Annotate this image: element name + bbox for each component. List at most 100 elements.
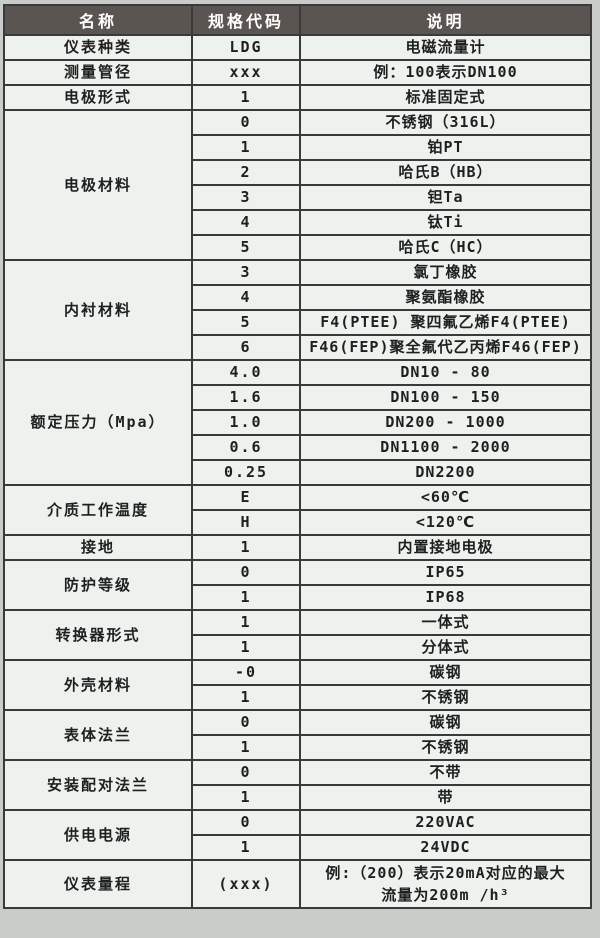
desc-cell: DN100 - 150: [299, 384, 592, 411]
table-row: 介质工作温度 E <60℃: [3, 484, 592, 536]
desc-cell: 不锈钢（316L）: [299, 109, 592, 136]
table-header-desc: 说明: [299, 4, 592, 36]
code-cell: (xxx): [191, 859, 301, 909]
desc-cell: 钛Ti: [299, 209, 592, 236]
code-cell: H: [191, 509, 301, 536]
table-row: 1.0 DN200 - 1000: [4, 409, 592, 436]
section-name-cell: 额定压力（Mpa）: [3, 359, 193, 486]
table-row: 6 F46(FEP)聚全氟代乙丙烯F46(FEP): [4, 334, 592, 361]
desc-cell: 铂PT: [299, 134, 592, 161]
desc-cell: 带: [299, 784, 592, 811]
code-cell: 6: [191, 334, 301, 361]
section-name-cell: 防护等级: [3, 559, 193, 611]
code-cell: 1.6: [191, 384, 301, 411]
code-cell: 1: [191, 134, 301, 161]
table-row: 电极形式 1 标准固定式: [3, 84, 592, 111]
code-cell: -0: [191, 659, 301, 686]
table-row: 3 钽Ta: [4, 184, 592, 211]
desc-cell: <60℃: [299, 484, 592, 511]
spec-table-container: 名称 规格代码 说明 仪表种类 LDG 电磁流量计 测量管径 xxx 例：100表示DN1…: [3, 4, 592, 909]
code-cell: 1: [191, 634, 301, 661]
code-cell: 1: [191, 84, 301, 111]
section-name-cell: 介质工作温度: [3, 484, 193, 536]
desc-cell: 电磁流量计: [299, 34, 592, 61]
code-cell: 1: [191, 584, 301, 611]
desc-cell: 一体式: [299, 609, 592, 636]
table-header-name: 名称: [3, 4, 193, 36]
desc-cell: 哈氏C（HC）: [299, 234, 592, 261]
code-cell: 5: [191, 309, 301, 336]
desc-cell: DN1100 - 2000: [299, 434, 592, 461]
code-cell: 3: [191, 259, 301, 286]
desc-cell: 碳钢: [299, 709, 592, 736]
code-cell: 5: [191, 234, 301, 261]
section-name-cell: 内衬材料: [3, 259, 193, 361]
table-row: 测量管径 xxx 例：100表示DN100: [3, 59, 592, 86]
desc-cell: 例:（200）表示20mA对应的最大 流量为200m /h³: [299, 859, 592, 909]
desc-cell: DN200 - 1000: [299, 409, 592, 436]
code-cell: 3: [191, 184, 301, 211]
table-row: 外壳材料 -0 碳钢: [3, 659, 592, 711]
table-row: 防护等级 0 IP65: [3, 559, 592, 611]
desc-line: 流量为200m /h³: [381, 886, 510, 904]
code-cell: 0: [191, 109, 301, 136]
desc-line: 例:（200）表示20mA对应的最大: [325, 864, 566, 882]
desc-cell: 例：100表示DN100: [299, 59, 592, 86]
table-header-row: 名称 规格代码 说明: [3, 4, 592, 36]
code-cell: 0: [191, 709, 301, 736]
table-row: 表体法兰 0 碳钢: [3, 709, 592, 761]
section-name-cell: 仪表量程: [3, 859, 193, 909]
code-cell: 4: [191, 284, 301, 311]
section-name-cell: 安装配对法兰: [3, 759, 193, 811]
code-cell: 1: [191, 834, 301, 861]
desc-cell: 24VDC: [299, 834, 592, 861]
section-name-cell: 供电电源: [3, 809, 193, 861]
desc-cell: 标准固定式: [299, 84, 592, 111]
table-row: 1 IP68: [4, 584, 592, 611]
table-header-code: 规格代码: [191, 4, 301, 36]
desc-cell: DN10 - 80: [299, 359, 592, 386]
code-cell: 0.25: [191, 459, 301, 486]
desc-cell: 不锈钢: [299, 684, 592, 711]
table-row: 0.6 DN1100 - 2000: [4, 434, 592, 461]
table-row: 额定压力（Mpa） 4.0 DN10 - 80: [3, 359, 592, 486]
desc-cell: 氯丁橡胶: [299, 259, 592, 286]
table-row: 内衬材料 3 氯丁橡胶: [3, 259, 592, 361]
table-row: 1 铂PT: [4, 134, 592, 161]
desc-cell: 哈氏B（HB）: [299, 159, 592, 186]
desc-cell: 不带: [299, 759, 592, 786]
code-cell: 0: [191, 559, 301, 586]
table-row: 4 聚氨酯橡胶: [4, 284, 592, 311]
desc-cell: 220VAC: [299, 809, 592, 836]
code-cell: 4: [191, 209, 301, 236]
table-row: 5 哈氏C（HC）: [4, 234, 592, 261]
table-row: 接地 1 内置接地电极: [3, 534, 592, 561]
table-row: 4 钛Ti: [4, 209, 592, 236]
code-cell: xxx: [191, 59, 301, 86]
desc-cell: F4(PTEE) 聚四氟乙烯F4(PTEE): [299, 309, 592, 336]
code-cell: 1: [191, 609, 301, 636]
section-name-cell: 电极形式: [3, 84, 193, 111]
desc-cell: 钽Ta: [299, 184, 592, 211]
desc-cell: 不锈钢: [299, 734, 592, 761]
table-row: 1 不锈钢: [4, 684, 592, 711]
code-cell: E: [191, 484, 301, 511]
table-row: 供电电源 0 220VAC: [3, 809, 592, 861]
desc-cell: 聚氨酯橡胶: [299, 284, 592, 311]
table-row: H <120℃: [4, 509, 592, 536]
table-row: 1 24VDC: [4, 834, 592, 861]
table-row: 2 哈氏B（HB）: [4, 159, 592, 186]
table-row: 5 F4(PTEE) 聚四氟乙烯F4(PTEE): [4, 309, 592, 336]
section-name-cell: 接地: [3, 534, 193, 561]
table-row: 仪表量程 (xxx) 例:（200）表示20mA对应的最大 流量为200m /h³: [3, 859, 592, 909]
desc-cell: DN2200: [299, 459, 592, 486]
section-name-cell: 表体法兰: [3, 709, 193, 761]
desc-cell: IP68: [299, 584, 592, 611]
table-row: 1 不锈钢: [4, 734, 592, 761]
code-cell: 2: [191, 159, 301, 186]
table-row: 转换器形式 1 一体式: [3, 609, 592, 661]
table-row: 安装配对法兰 0 不带: [3, 759, 592, 811]
code-cell: 0: [191, 759, 301, 786]
code-cell: 1.0: [191, 409, 301, 436]
